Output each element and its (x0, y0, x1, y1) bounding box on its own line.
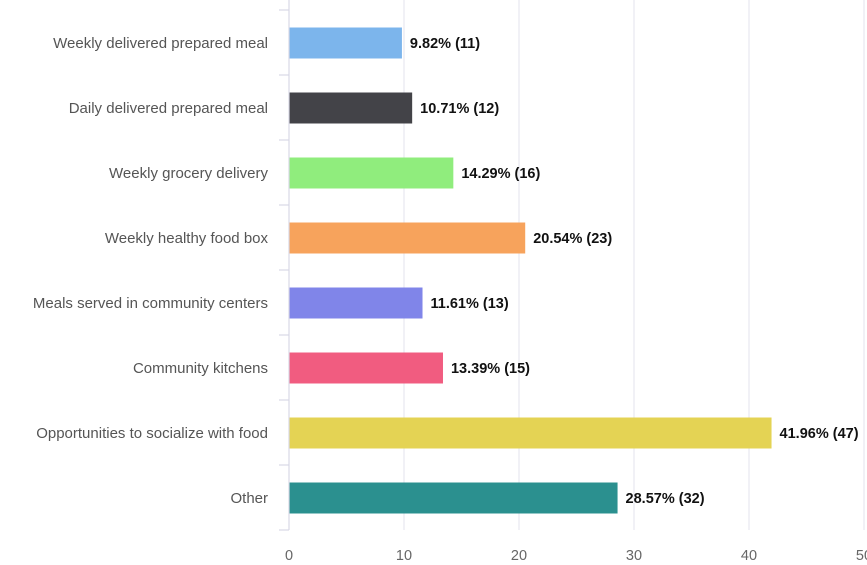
category-label: Other (230, 490, 268, 507)
data-label: 9.82% (11) (410, 36, 480, 52)
category-label: Opportunities to socialize with food (36, 425, 268, 442)
data-label: 14.29% (16) (461, 166, 540, 182)
data-label: 20.54% (23) (533, 231, 612, 247)
bar (289, 157, 454, 189)
category-label: Weekly healthy food box (105, 230, 269, 247)
data-label: 28.57% (32) (626, 491, 705, 507)
data-label: 13.39% (15) (451, 361, 530, 377)
bar (289, 417, 772, 449)
bar (289, 352, 443, 384)
bars (289, 27, 772, 514)
category-label: Weekly grocery delivery (109, 165, 268, 182)
data-labels: 9.82% (11) 10.71% (12) 14.29% (16) 20.54% (… (410, 36, 859, 507)
bar (289, 92, 413, 124)
category-label: Community kitchens (133, 360, 268, 377)
category-label: Meals served in community centers (33, 295, 268, 312)
x-tick-label: 20 (511, 548, 527, 564)
x-tick-label: 10 (396, 548, 412, 564)
data-label: 10.71% (12) (420, 101, 499, 117)
bar (289, 287, 423, 319)
gridlines (403, 0, 865, 530)
x-tick-label: 30 (626, 548, 642, 564)
bar (289, 222, 526, 254)
bar (289, 27, 402, 59)
bar (289, 482, 618, 514)
x-tick-label: 0 (285, 548, 293, 564)
category-labels: Weekly delivered prepared meal Daily deli… (33, 35, 269, 507)
category-label: Daily delivered prepared meal (69, 100, 268, 117)
axes (279, 0, 290, 531)
category-label: Weekly delivered prepared meal (53, 35, 268, 52)
x-tick-label: 40 (741, 548, 757, 564)
data-label: 41.96% (47) (780, 426, 859, 442)
x-tick-labels: 0 10 20 30 40 50 (285, 548, 867, 564)
data-label: 11.61% (13) (431, 296, 509, 312)
x-tick-label: 50 (856, 548, 867, 564)
